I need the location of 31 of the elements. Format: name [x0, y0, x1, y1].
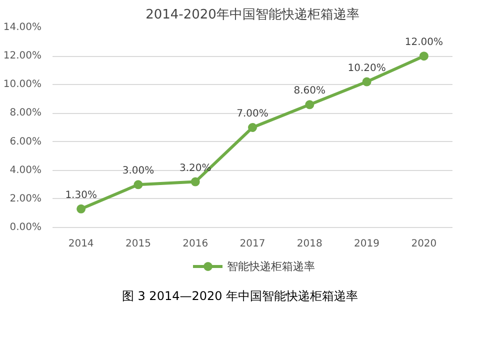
- legend-label: 智能快递柜箱递率: [227, 258, 315, 274]
- text: 12.00%: [404, 37, 444, 48]
- y-tick-label: 2.00%: [10, 193, 42, 204]
- x-tick-label: 2019: [354, 238, 380, 250]
- x-tick-label: 2015: [125, 238, 151, 250]
- chart-title: 2014-2020年中国智能快递柜箱递率: [146, 6, 360, 22]
- caption: 图 3 2014—2020 年中国智能快递柜箱递率: [122, 288, 358, 305]
- point: [248, 123, 257, 132]
- text: 1.30%: [65, 190, 97, 201]
- y-tick-label: 14.00%: [3, 22, 42, 33]
- text: 3.00%: [122, 166, 154, 177]
- x-tick-label: 2016: [182, 238, 208, 250]
- y-tick-label: 0.00%: [10, 222, 42, 233]
- x-tick-label: 2018: [296, 238, 322, 250]
- x-tick-label: 2014: [68, 238, 94, 250]
- point: [76, 204, 86, 214]
- y-tick-label: 8.00%: [10, 108, 42, 119]
- point: [419, 52, 428, 61]
- y-tick-label: 6.00%: [10, 136, 42, 148]
- text: 10.20%: [348, 62, 386, 74]
- point: [190, 177, 200, 186]
- y-tick-label: 4.00%: [10, 164, 42, 176]
- text: 8.60%: [294, 86, 326, 97]
- point: [362, 77, 372, 86]
- point: [134, 180, 143, 190]
- text: 7.00%: [236, 108, 268, 120]
- x-tick-label: 2020: [411, 238, 437, 250]
- y-tick-label: 12.00%: [3, 50, 42, 62]
- y-tick-label: 10.00%: [3, 79, 42, 90]
- point: [305, 100, 314, 110]
- x-tick-label: 2017: [240, 238, 266, 250]
